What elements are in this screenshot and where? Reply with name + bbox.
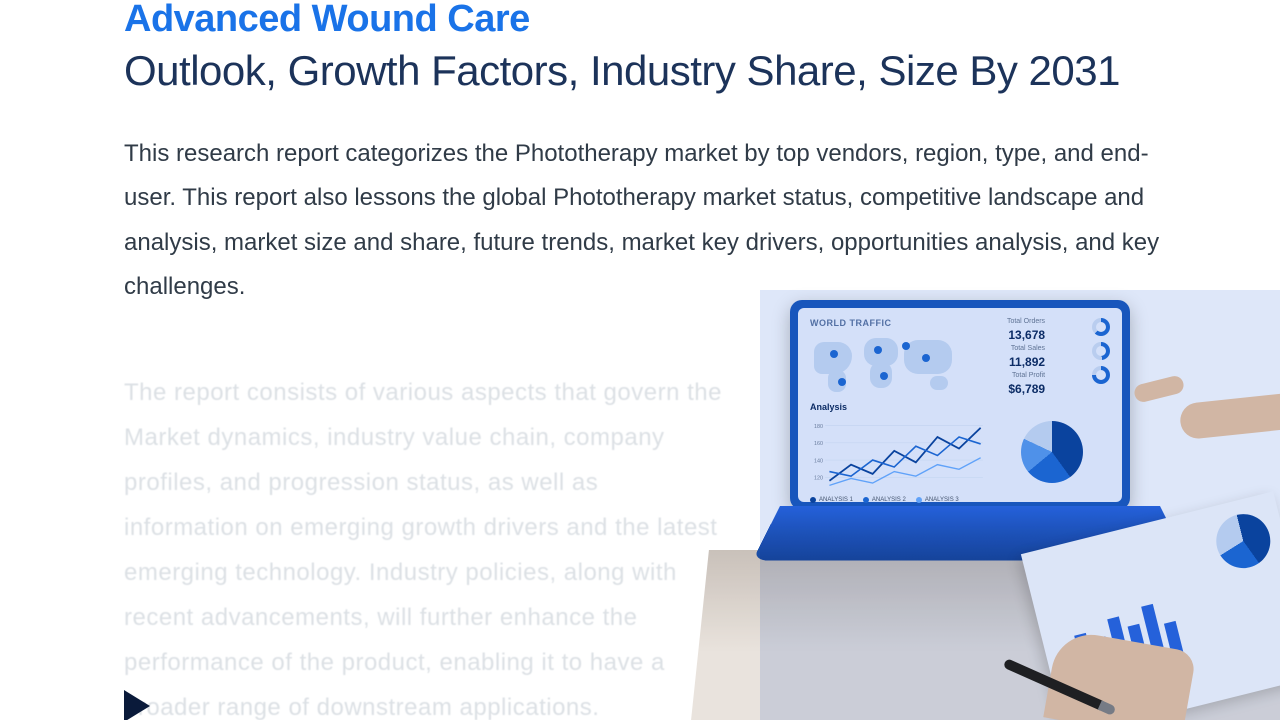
svg-text:140: 140 bbox=[814, 458, 823, 464]
analysis-label: Analysis bbox=[810, 402, 983, 412]
legend-item: ANALYSIS 3 bbox=[916, 497, 959, 503]
pointing-hand bbox=[1140, 370, 1280, 440]
svg-text:160: 160 bbox=[814, 441, 823, 447]
map-dot bbox=[880, 372, 888, 380]
series-3 bbox=[829, 458, 980, 486]
dashboard-top-row: WORLD TRAFFIC bbox=[810, 318, 1110, 398]
stat-label: Total Sales bbox=[1007, 345, 1045, 352]
dashboard-bottom-row: Analysis 180 160 140 120 bbox=[810, 402, 1110, 503]
line-legend: ANALYSIS 1 ANALYSIS 2 ANALYSIS 3 bbox=[810, 497, 983, 503]
faded-paragraph: The report consists of various aspects t… bbox=[124, 370, 724, 720]
mini-donut bbox=[1092, 318, 1110, 336]
stat-value: 13,678 bbox=[1007, 329, 1045, 341]
paper-pie bbox=[1211, 508, 1276, 573]
logo-triangle-icon bbox=[124, 690, 150, 720]
mini-donut bbox=[1092, 366, 1110, 384]
map-dot bbox=[922, 354, 930, 362]
kpi-stats: Total Orders 13,678 Total Sales 11,892 T… bbox=[1007, 318, 1045, 395]
pie-chart bbox=[1021, 421, 1083, 483]
map-dot bbox=[874, 346, 882, 354]
analysis-panel: Analysis 180 160 140 120 bbox=[810, 402, 983, 503]
world-map bbox=[810, 328, 960, 398]
mini-donut bbox=[1092, 342, 1110, 360]
svg-text:180: 180 bbox=[814, 424, 823, 430]
laptop-bezel: WORLD TRAFFIC bbox=[790, 300, 1130, 510]
intro-paragraph: This research report categorizes the Pho… bbox=[124, 132, 1164, 310]
map-dot bbox=[830, 350, 838, 358]
laptop-screen: WORLD TRAFFIC bbox=[798, 308, 1122, 502]
stat-value: $6,789 bbox=[1007, 383, 1045, 395]
legend-item: ANALYSIS 2 bbox=[863, 497, 906, 503]
stat-label: Total Profit bbox=[1007, 372, 1045, 379]
stat-value: 11,892 bbox=[1007, 356, 1045, 368]
map-dot bbox=[902, 342, 910, 350]
mini-donuts bbox=[1092, 318, 1110, 384]
world-traffic-block: WORLD TRAFFIC bbox=[810, 318, 960, 398]
title-highlight[interactable]: Advanced Wound Care bbox=[124, 0, 1280, 40]
line-chart: 180 160 140 120 bbox=[810, 414, 983, 495]
logo-fragment bbox=[124, 684, 168, 720]
stat-label: Total Orders bbox=[1007, 318, 1045, 325]
title-subtitle: Outlook, Growth Factors, Industry Share,… bbox=[124, 48, 1280, 94]
series-1 bbox=[829, 428, 980, 481]
world-traffic-label: WORLD TRAFFIC bbox=[810, 318, 960, 328]
map-dot bbox=[838, 378, 846, 386]
legend-item: ANALYSIS 1 bbox=[810, 497, 853, 503]
illustration: WORLD TRAFFIC bbox=[760, 290, 1280, 720]
svg-text:120: 120 bbox=[814, 476, 823, 482]
pie-panel bbox=[995, 402, 1110, 503]
slide: Advanced Wound Care Outlook, Growth Fact… bbox=[0, 0, 1280, 720]
